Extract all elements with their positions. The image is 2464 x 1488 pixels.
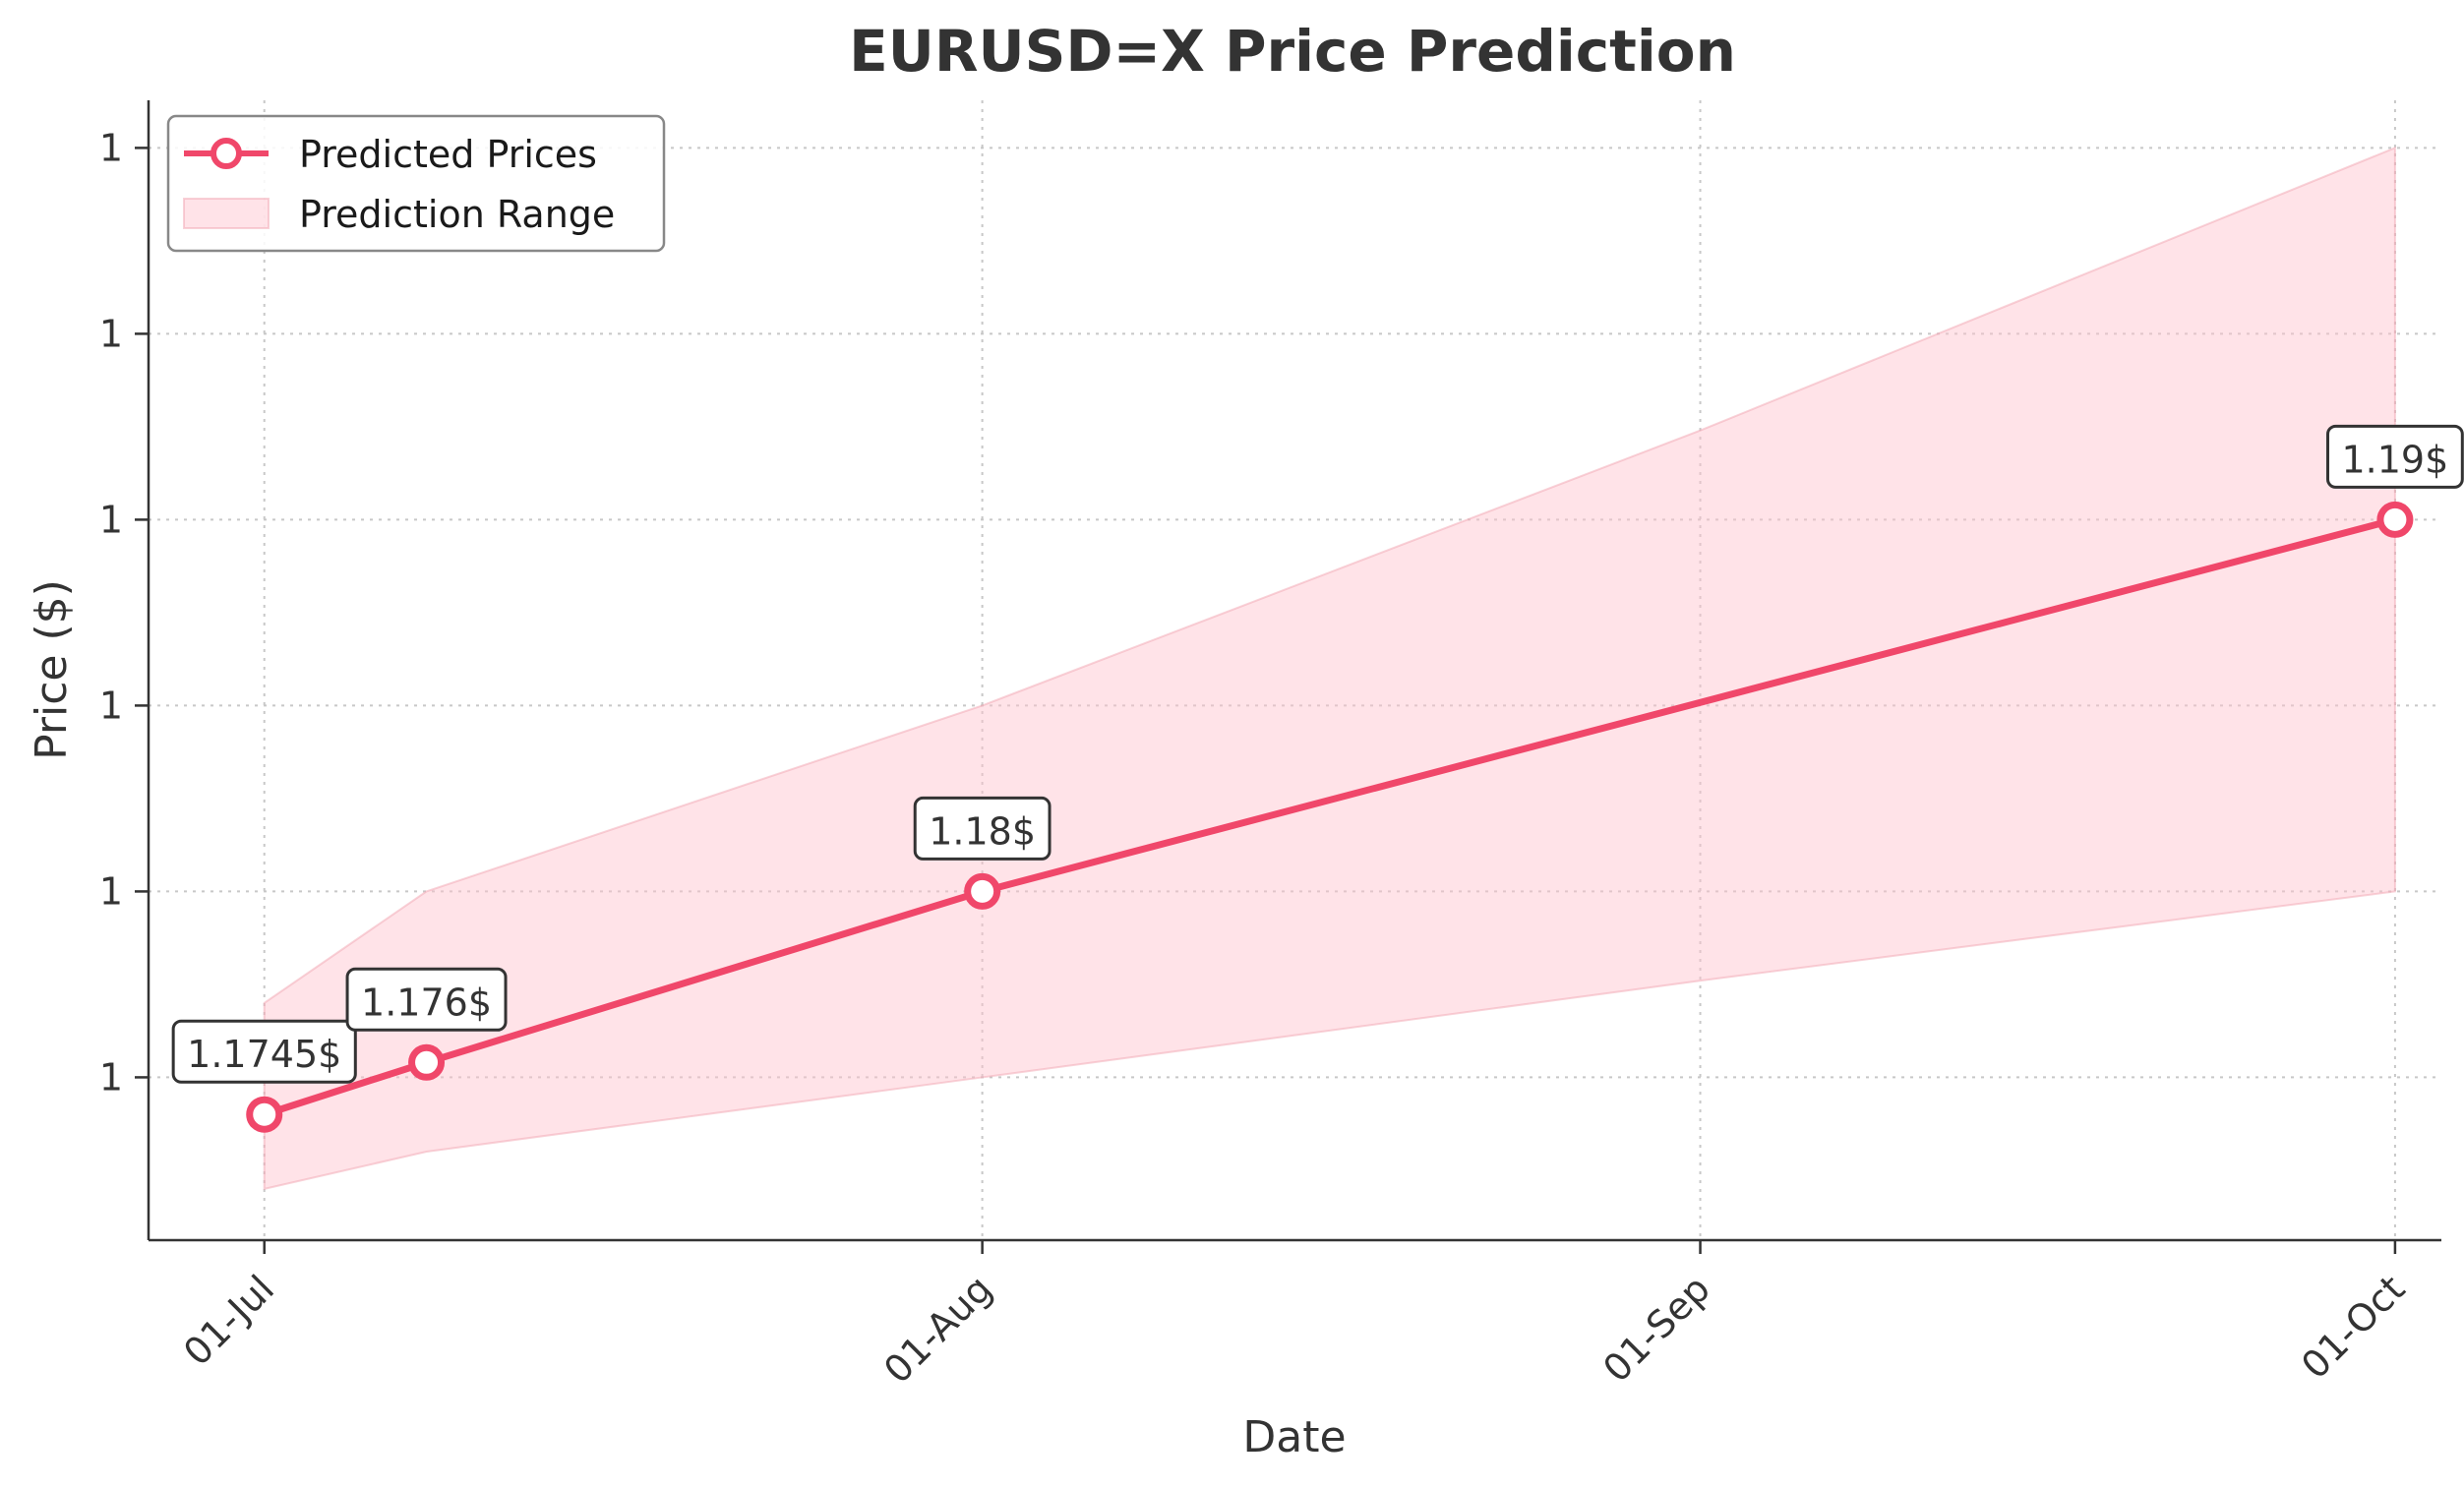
data-label: 1.19$ <box>2326 424 2464 489</box>
legend-range-swatch <box>183 198 270 229</box>
legend-label-prediction-range: Prediction Range <box>299 193 615 236</box>
data-label: 1.18$ <box>913 796 1052 861</box>
data-label-box <box>913 796 1052 861</box>
data-label-text: 1.1745$ <box>187 1033 341 1076</box>
y-tick-label: 1 <box>99 869 123 913</box>
predicted-price-point <box>2376 501 2414 538</box>
data-label-box <box>2326 424 2464 489</box>
y-tick-label: 1 <box>99 498 123 541</box>
predicted-prices-series <box>246 501 2414 1133</box>
y-tick-label: 1 <box>99 1055 123 1099</box>
y-tick-label: 1 <box>99 126 123 169</box>
data-label-text: 1.176$ <box>361 981 492 1024</box>
legend-label-predicted-prices: Predicted Prices <box>299 133 597 176</box>
legend: Predicted Prices Prediction Range <box>166 114 666 253</box>
x-axis-label: Date <box>1242 1412 1346 1462</box>
predicted-price-point <box>408 1043 446 1081</box>
data-label-text: 1.18$ <box>929 809 1036 853</box>
predicted-price-point <box>246 1096 283 1133</box>
predicted-price-point <box>964 872 1001 910</box>
predicted-prices-line <box>261 515 2399 1118</box>
data-label-text: 1.19$ <box>2342 438 2449 481</box>
data-label: 1.176$ <box>345 967 508 1032</box>
y-tick-label: 1 <box>99 312 123 355</box>
y-axis-label: Price ($) <box>27 579 77 760</box>
prediction-range-band <box>263 146 2396 1191</box>
data-label-box <box>345 967 508 1032</box>
data-label: 1.1745$ <box>171 1019 357 1084</box>
data-annotations: 1.1745$ 1.176$ 1.18$ 1.19$ <box>171 424 2464 1084</box>
chart-title: EURUSD=X Price Prediction <box>849 18 1736 85</box>
axes <box>147 100 2441 1242</box>
legend-box <box>166 114 666 253</box>
prediction-range-area <box>263 146 2396 1191</box>
y-tick-label: 1 <box>99 684 123 727</box>
y-ticks: 1 1 1 1 1 1 <box>99 126 149 1099</box>
data-label-box <box>171 1019 357 1084</box>
legend-marker-swatch <box>210 138 242 169</box>
